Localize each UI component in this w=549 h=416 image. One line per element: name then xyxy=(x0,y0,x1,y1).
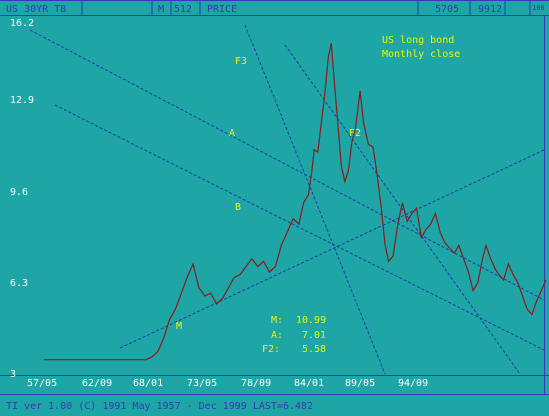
values-box: M: 10.99 A: 7.01 F2: 5.58 xyxy=(262,315,326,355)
header-series-code: US 30YR TB xyxy=(6,4,66,15)
x-tick-label: 84/01 xyxy=(294,378,324,389)
plot-frame xyxy=(0,15,549,395)
value-m: 10.99 xyxy=(296,315,326,326)
header-number: 512 xyxy=(174,4,192,15)
chart-subtitle: Monthly close xyxy=(382,49,460,60)
y-tick-label: 12.9 xyxy=(10,95,34,106)
chart-title: US long bond xyxy=(382,35,454,46)
header-bar: US 30YR TB M 512 PRICE 5705 9912 100 xyxy=(0,0,549,16)
y-tick-label: 3 xyxy=(10,369,16,380)
trendline-m xyxy=(119,149,545,349)
trendline-b xyxy=(54,104,545,351)
x-tick-label: 78/09 xyxy=(241,378,271,389)
series-line-price xyxy=(44,43,547,361)
header-field3: 100 xyxy=(532,4,545,12)
x-tick-label: 73/05 xyxy=(187,378,217,389)
trendline-a xyxy=(29,29,545,301)
value-f2: 5.58 xyxy=(302,344,326,355)
header-period: M xyxy=(158,4,164,15)
value-label-m: M: xyxy=(271,315,283,326)
value-label-a: A: xyxy=(271,330,283,341)
header-field2: 9912 xyxy=(478,4,502,15)
value-a: 7.01 xyxy=(302,330,326,341)
annotation-f2: F2 xyxy=(349,128,361,139)
annotation-m: M xyxy=(176,321,182,332)
annotation-b: B xyxy=(235,202,241,213)
x-tick-label: 89/05 xyxy=(345,378,375,389)
x-tick-label: 94/09 xyxy=(398,378,428,389)
x-tick-label: 62/09 xyxy=(82,378,112,389)
trendline-f3 xyxy=(244,24,386,375)
header-type: PRICE xyxy=(207,4,237,15)
header-field1: 5705 xyxy=(435,4,459,15)
annotation-f3: F3 xyxy=(235,56,247,67)
annotations: F3 A F2 B M xyxy=(176,56,361,332)
x-axis-labels: 57/05 62/09 68/01 73/05 78/09 84/01 89/0… xyxy=(27,378,428,389)
y-tick-label: 9.6 xyxy=(10,187,28,198)
y-tick-label: 6.3 xyxy=(10,278,28,289)
footer-text: TI ver 1.00 (C) 1991 May 1957 - Dec 1999… xyxy=(6,401,313,412)
y-tick-label: 16.2 xyxy=(10,18,34,29)
x-tick-label: 57/05 xyxy=(27,378,57,389)
x-tick-label: 68/01 xyxy=(133,378,163,389)
annotation-a: A xyxy=(229,128,235,139)
y-axis-labels: 16.2 12.9 9.6 6.3 3 xyxy=(10,18,34,380)
value-label-f2: F2: xyxy=(262,344,280,355)
